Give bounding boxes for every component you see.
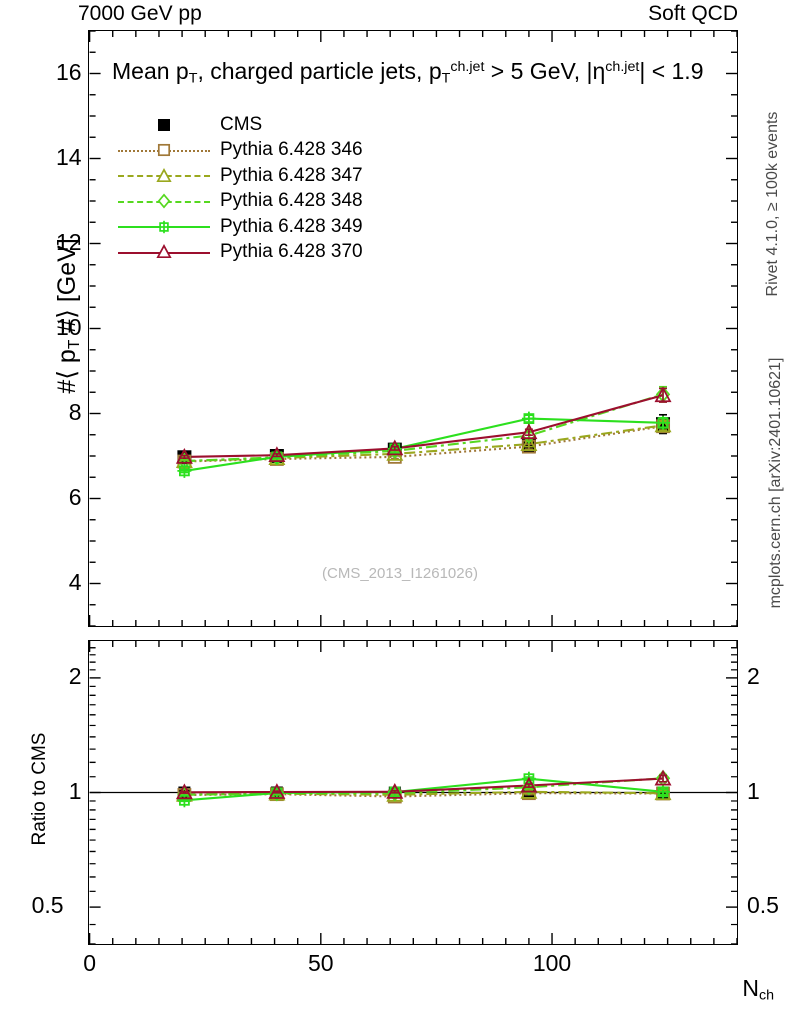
y-tick-label-main: 4 [68,568,82,595]
ratio-plot-frame [88,640,738,945]
y-tick-label-ratio-left: 1 [68,777,82,804]
xlabel-main: N [742,975,759,1001]
legend-label: CMS [220,113,263,135]
title-part-c: > 5 GeV, |η [484,58,606,84]
x-tick-label: 100 [532,950,572,976]
title-sup-c: ch.jet [605,59,640,76]
legend-row[interactable]: Pythia 6.428 347 [118,163,363,189]
y-tick-label-main: 10 [56,313,82,340]
x-tick-label: 0 [83,950,96,976]
title-part-a: Mean p [112,58,189,84]
legend-label: Pythia 6.428 370 [220,241,363,263]
plot-title: Mean pT, charged particle jets, pTch.jet… [112,58,704,87]
legend-key [118,216,210,238]
x-tick-label: 50 [308,950,334,976]
legend-marker-square-filled [158,118,170,131]
x-axis-label: Nch [742,975,774,1004]
y-tick-label-ratio-right: 1 [747,777,760,804]
legend-marker-triangle [156,244,172,259]
y-tick-label-main: 16 [56,58,82,85]
legend-marker-square [157,144,171,157]
legend-label: Pythia 6.428 347 [220,164,363,186]
legend-marker-cross-square [157,220,171,233]
header-process: Soft QCD [648,2,738,25]
legend-row[interactable]: Pythia 6.428 348 [118,189,363,215]
legend-key [118,190,210,212]
title-part-b: , charged particle jets, p [197,58,442,84]
legend-label: Pythia 6.428 346 [220,139,363,161]
legend-marker-diamond [157,193,171,209]
legend-key [118,139,210,161]
header-beam-info: 7000 GeV pp [78,2,202,25]
y-tick-label-ratio-left: 0.5 [31,892,64,919]
title-sup-b: ch.jet [450,59,485,76]
mcplots-credit-text: mcplots.cern.ch [arXiv:2401.10621] [767,357,784,609]
legend-row[interactable]: CMS [118,112,363,138]
y-tick-label-main: 14 [56,143,82,170]
legend-key [118,165,210,187]
xlabel-sub: ch [758,987,774,1004]
y-tick-label-main: 6 [68,483,82,510]
y-tick-label-ratio-left: 2 [68,662,82,689]
title-part-d: | < 1.9 [639,58,704,84]
analysis-id-watermark: (CMS_2013_I1261026) [322,565,478,582]
legend-marker-triangle [156,167,172,182]
main-plot-frame [88,30,738,627]
legend: CMS Pythia 6.428 346 Pythia 6.428 347 Pythi… [118,112,363,265]
legend-row[interactable]: Pythia 6.428 370 [118,240,363,266]
y-tick-label-ratio-right: 0.5 [747,892,779,919]
legend-label: Pythia 6.428 349 [220,215,363,237]
legend-key [118,241,210,263]
legend-row[interactable]: Pythia 6.428 346 [118,138,363,164]
legend-row[interactable]: Pythia 6.428 349 [118,214,363,240]
title-sub-a: T [188,70,198,87]
title-sub-b: T [441,70,451,87]
ylabel-sub: T [65,339,83,350]
y-tick-label-main: 12 [56,228,82,255]
legend-key [118,114,210,136]
y-tick-label-ratio-right: 2 [747,662,760,689]
ylabel-part-a: #⟨ p [53,349,82,394]
y-tick-label-main: 8 [68,398,82,425]
legend-label: Pythia 6.428 348 [220,190,363,212]
